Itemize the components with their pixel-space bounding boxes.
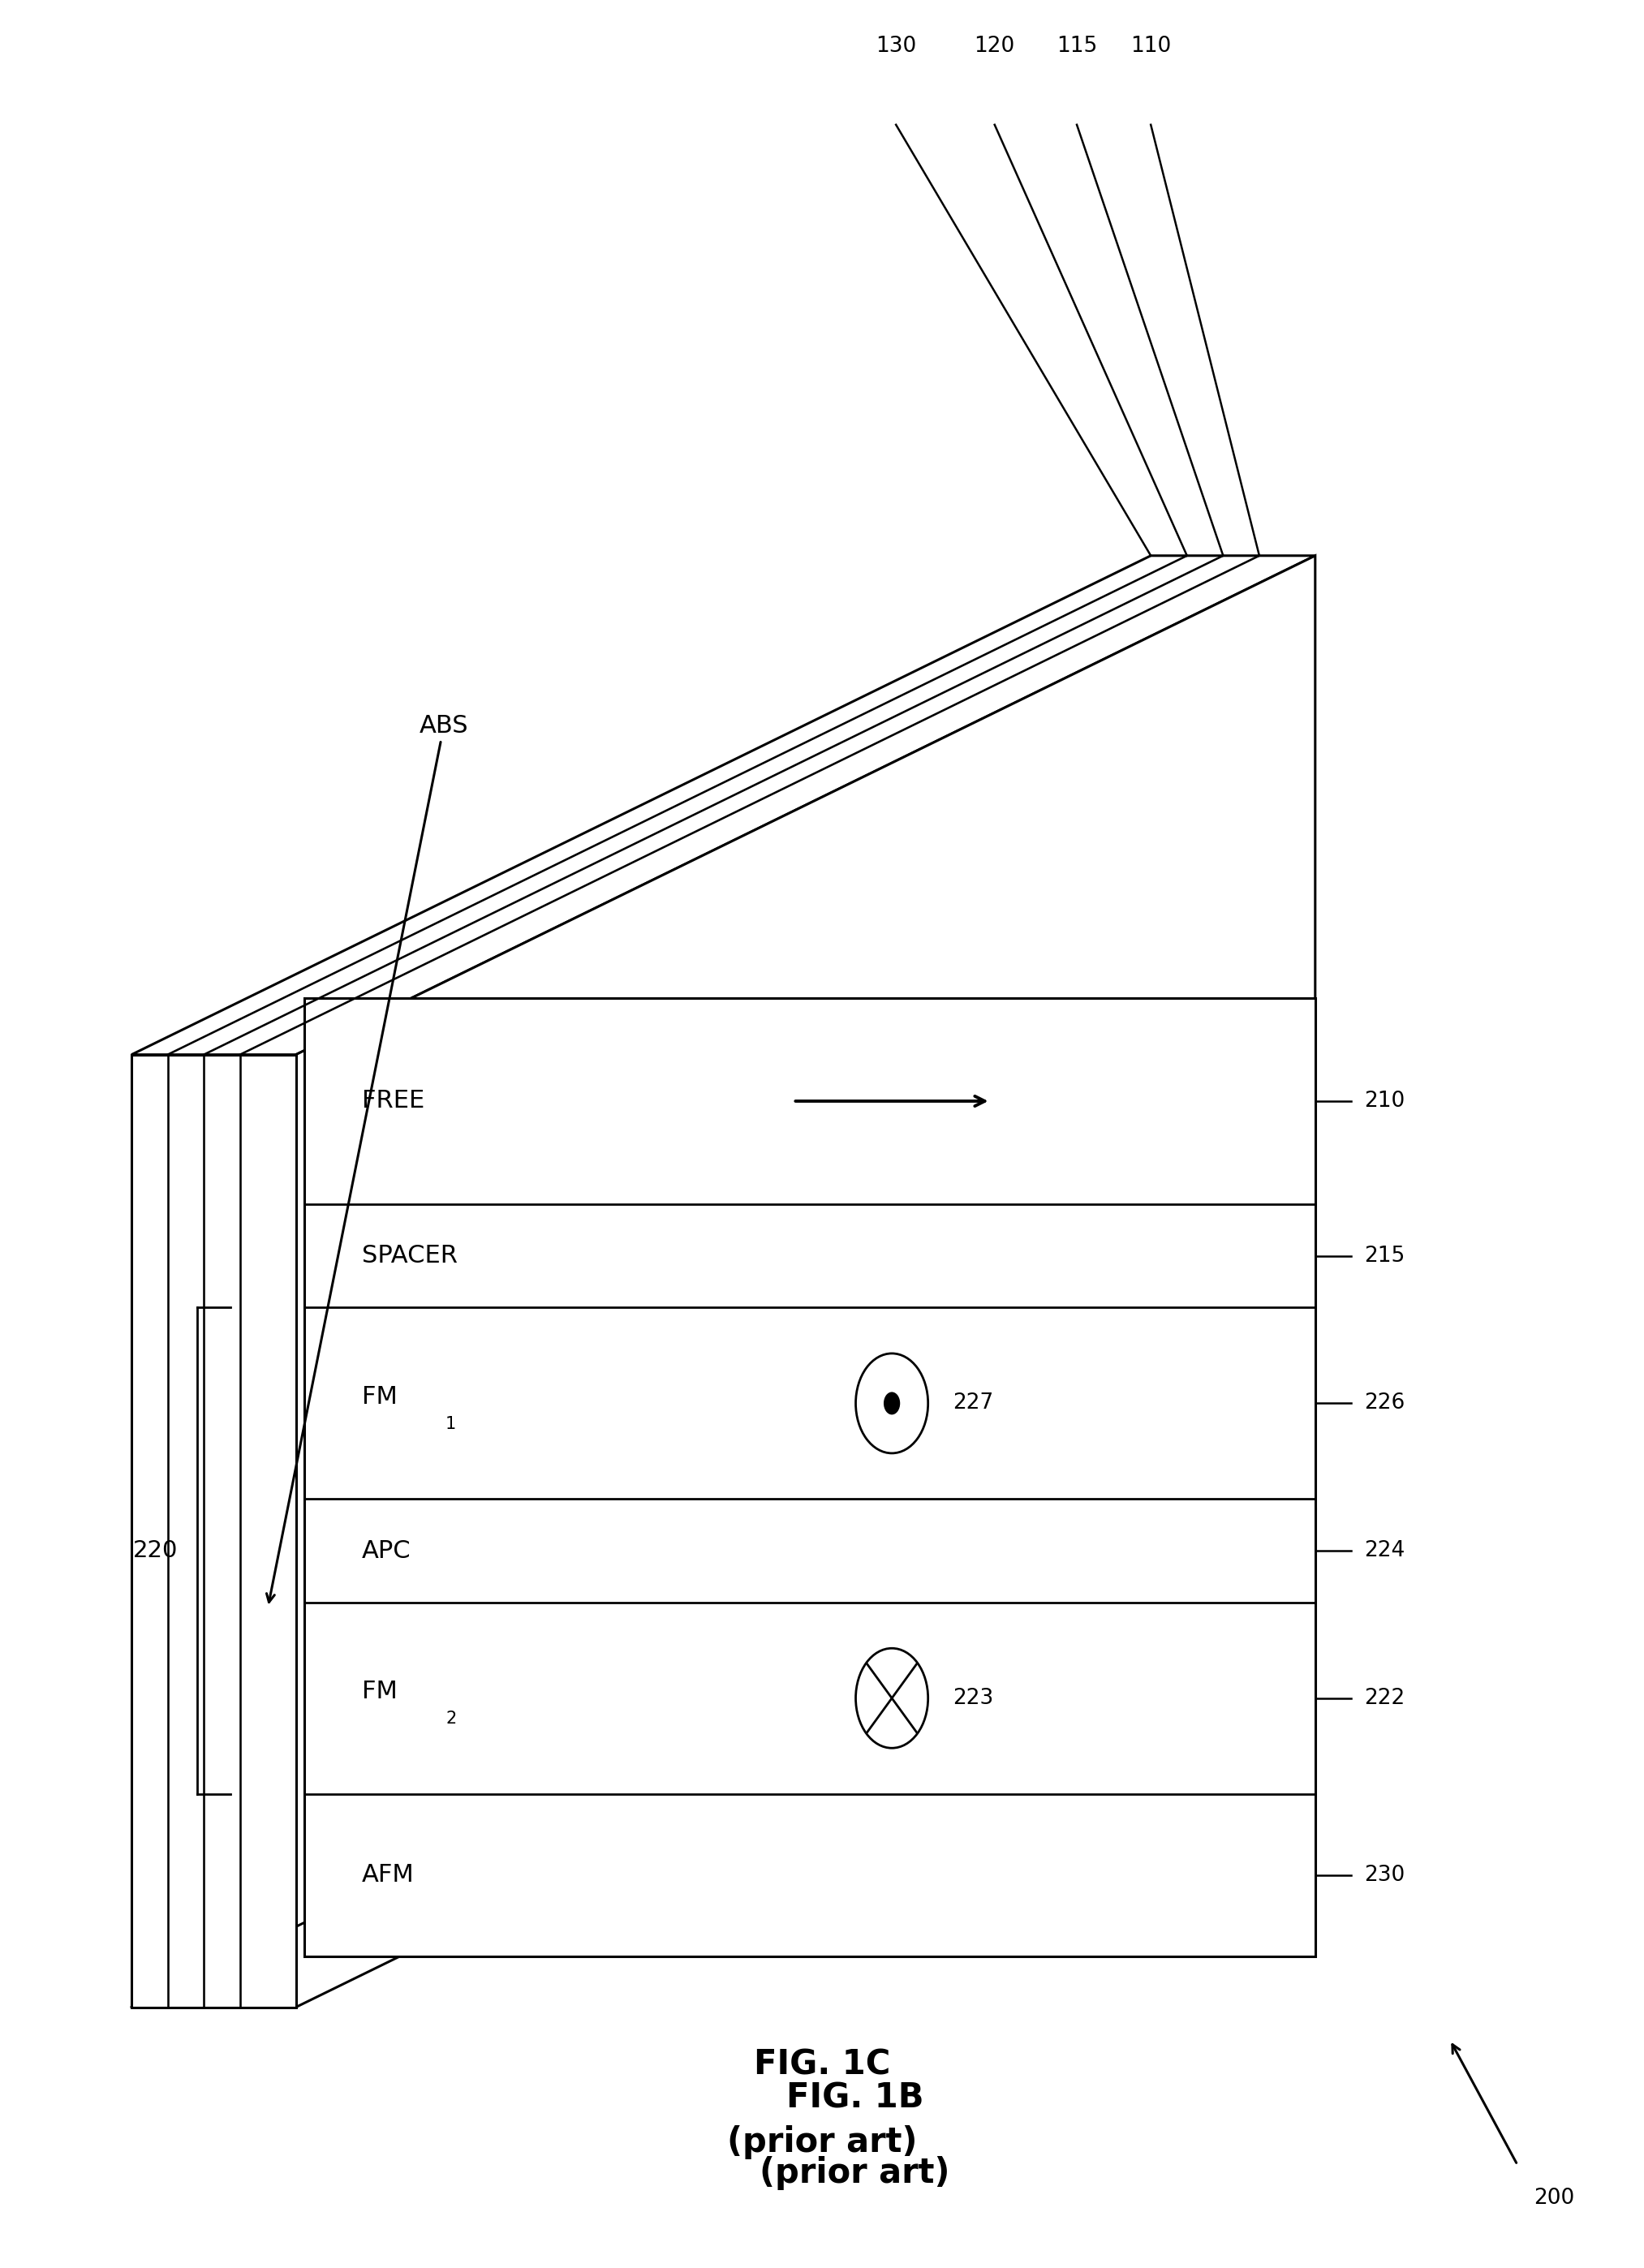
Text: 227: 227 <box>954 1393 993 1413</box>
Text: FIG. 1B: FIG. 1B <box>786 2080 924 2116</box>
Polygon shape <box>132 1055 296 2007</box>
Text: 2: 2 <box>446 1710 457 1726</box>
Text: FREE: FREE <box>362 1089 424 1114</box>
Text: SPACER: SPACER <box>362 1245 457 1268</box>
Text: 120: 120 <box>975 36 1014 57</box>
Text: 200: 200 <box>1534 2186 1575 2209</box>
Text: FIG. 1C: FIG. 1C <box>753 2048 891 2082</box>
Text: 1: 1 <box>446 1415 457 1431</box>
Text: (prior art): (prior art) <box>727 2125 917 2159</box>
Text: 230: 230 <box>1365 1864 1406 1885</box>
Text: 220: 220 <box>133 1540 178 1563</box>
Polygon shape <box>304 998 1315 1955</box>
Circle shape <box>857 1354 927 1454</box>
Circle shape <box>884 1393 901 1415</box>
Text: APC: APC <box>362 1540 411 1563</box>
Text: 222: 222 <box>1365 1687 1406 1708</box>
Polygon shape <box>296 556 1315 2007</box>
Text: 226: 226 <box>1365 1393 1406 1413</box>
Text: ABS: ABS <box>266 714 469 1601</box>
Text: 110: 110 <box>1131 36 1171 57</box>
Text: 115: 115 <box>1057 36 1097 57</box>
Text: 215: 215 <box>1365 1245 1406 1266</box>
Text: 130: 130 <box>876 36 916 57</box>
Text: 210: 210 <box>1365 1091 1406 1111</box>
Text: 224: 224 <box>1365 1540 1406 1560</box>
Polygon shape <box>132 556 1315 1055</box>
Text: FM: FM <box>362 1681 398 1703</box>
Text: AFM: AFM <box>362 1864 414 1887</box>
Text: 223: 223 <box>954 1687 993 1708</box>
Text: (prior art): (prior art) <box>760 2155 950 2191</box>
Text: FM: FM <box>362 1386 398 1408</box>
Circle shape <box>857 1649 927 1749</box>
